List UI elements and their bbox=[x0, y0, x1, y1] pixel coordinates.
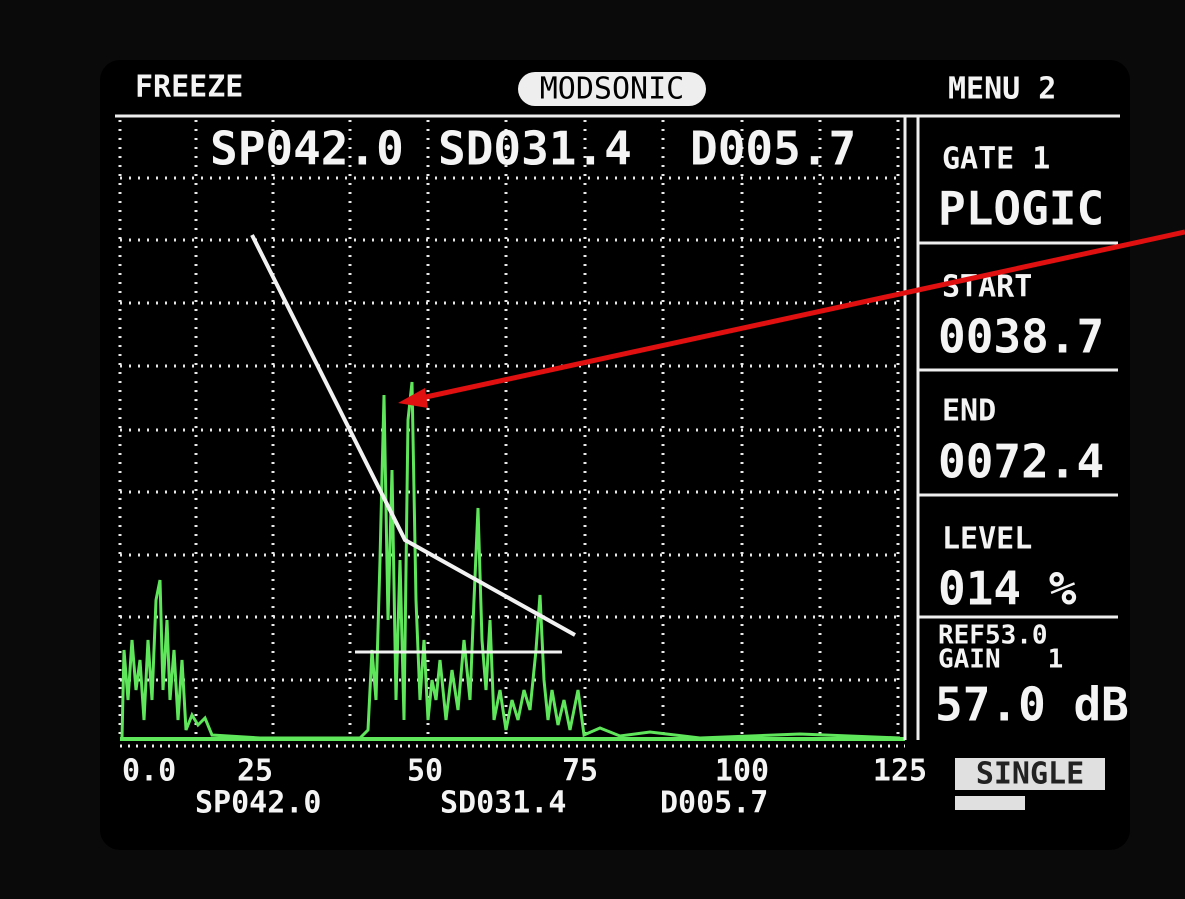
brand: MODSONIC bbox=[540, 72, 685, 107]
ref: REF53.0 bbox=[938, 621, 1048, 651]
brand-badge bbox=[518, 72, 706, 106]
readout-d: D005.7 bbox=[690, 122, 856, 176]
end-label: END bbox=[942, 394, 996, 429]
start-value: 0038.7 bbox=[938, 310, 1104, 364]
x-label: 125 bbox=[873, 754, 927, 789]
gain-db: 57.0 dB bbox=[935, 678, 1129, 732]
grid bbox=[118, 120, 900, 740]
arrow-head bbox=[398, 388, 428, 408]
dac-curve bbox=[250, 234, 576, 637]
readout-sp: SP042.0 bbox=[210, 122, 404, 176]
battery bbox=[955, 796, 1025, 810]
level-value: 014 % bbox=[938, 562, 1077, 616]
x-label: 25 bbox=[237, 754, 273, 789]
gate-value: PLOGIC bbox=[938, 182, 1104, 236]
annotation-arrow bbox=[411, 229, 1185, 403]
bottom-d: D005.7 bbox=[660, 786, 768, 821]
readout-sd: SD031.4 bbox=[438, 122, 632, 176]
gain: GAIN 1 bbox=[938, 645, 1063, 675]
level-label: LEVEL bbox=[942, 522, 1032, 557]
panel-frame bbox=[903, 116, 1118, 740]
mode: SINGLE bbox=[976, 757, 1084, 792]
x-label: 0.0 bbox=[122, 754, 176, 789]
x-label: 50 bbox=[407, 754, 443, 789]
gate-label: GATE 1 bbox=[942, 142, 1050, 177]
bottom-sd: SD031.4 bbox=[440, 786, 566, 821]
mode-badge bbox=[955, 758, 1105, 790]
x-label: 75 bbox=[562, 754, 598, 789]
a-scan-waveform bbox=[120, 381, 901, 740]
menu-label: MENU 2 bbox=[948, 72, 1056, 107]
end-value: 0072.4 bbox=[938, 435, 1104, 489]
x-label: 100 bbox=[715, 754, 769, 789]
freeze-label: FREEZE bbox=[135, 70, 243, 105]
bottom-sp: SP042.0 bbox=[195, 786, 321, 821]
